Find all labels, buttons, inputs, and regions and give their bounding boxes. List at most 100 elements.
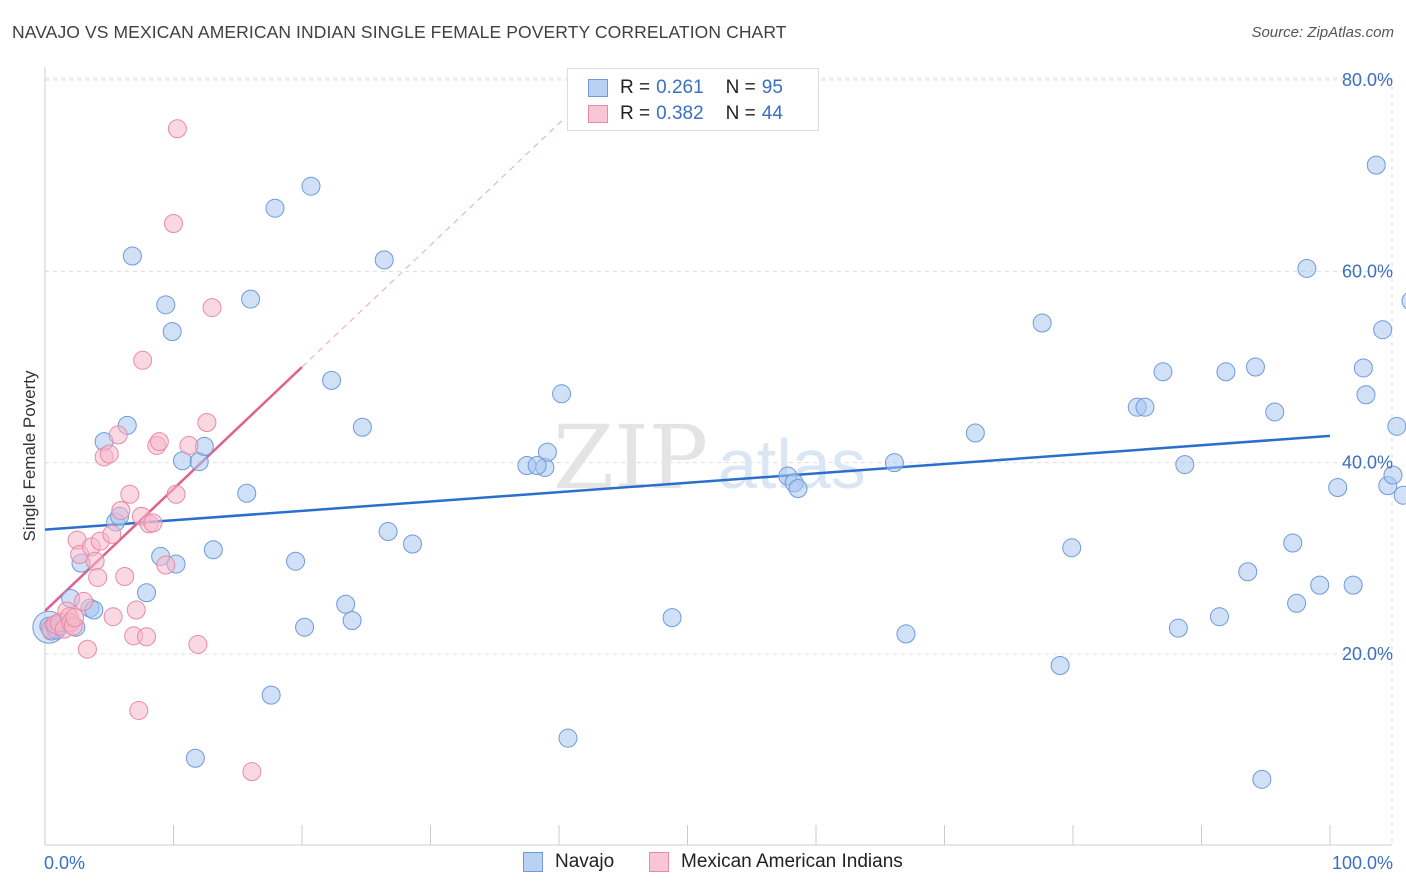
- navajo-point: [156, 295, 176, 315]
- navajo-point: [295, 617, 315, 637]
- navajo-point: [1387, 416, 1406, 436]
- navajo-point: [1373, 320, 1393, 340]
- navajo-point: [1135, 397, 1155, 417]
- navajo-point: [1356, 385, 1376, 405]
- navajo-point: [884, 453, 904, 473]
- navajo-point: [1328, 478, 1348, 498]
- navajo-point: [1310, 575, 1330, 595]
- legend-r-value: 0.382: [656, 103, 704, 124]
- navajo-point: [286, 551, 306, 571]
- mexican-point: [197, 412, 217, 432]
- navajo-point: [265, 198, 285, 218]
- navajo-point: [203, 540, 223, 560]
- navajo-point: [1032, 313, 1052, 333]
- legend-row-mexican: R = 0.382 N = 44: [588, 103, 783, 125]
- mexican-point: [108, 425, 128, 445]
- y-tick-label: 20.0%: [1342, 644, 1393, 664]
- mexican-point: [242, 762, 262, 782]
- mexican-swatch: [649, 852, 669, 872]
- mexican-point: [143, 513, 163, 533]
- legend-row-navajo: R = 0.261 N = 95: [588, 77, 783, 99]
- mexican-point: [179, 435, 199, 455]
- navajo-point: [322, 370, 342, 390]
- tick-labels: 20.0% 40.0% 60.0% 80.0% 0.0% 100.0%: [44, 70, 1393, 873]
- navajo-point: [374, 250, 394, 270]
- mexican-point: [129, 700, 149, 720]
- navajo-point: [336, 594, 356, 614]
- legend-navajo-label: Navajo: [555, 851, 615, 872]
- legend-r-value: 0.261: [656, 77, 704, 98]
- mexican-point: [103, 607, 123, 627]
- navajo-point: [662, 608, 682, 628]
- mexican-point: [120, 484, 140, 504]
- mexican-point: [166, 484, 186, 504]
- mexican-point: [99, 444, 119, 464]
- mexican-points: [40, 119, 262, 782]
- mexican-point: [88, 567, 108, 587]
- navajo-point: [552, 384, 572, 404]
- mexican-point: [77, 639, 97, 659]
- navajo-point: [1393, 485, 1406, 505]
- navajo-points: [32, 155, 1406, 789]
- mexican-point: [202, 298, 222, 318]
- legend-mexican-label: Mexican American Indians: [681, 851, 903, 872]
- legend-n-label: N =: [725, 103, 756, 124]
- legend-item-mexican: Mexican American Indians: [649, 851, 903, 873]
- mexican-point: [115, 567, 135, 587]
- legend-n-value: 95: [761, 77, 783, 98]
- navajo-point: [162, 322, 182, 342]
- navajo-point: [1287, 593, 1307, 613]
- navajo-point: [1401, 292, 1406, 310]
- mexican-point: [156, 555, 176, 575]
- navajo-point: [241, 289, 261, 309]
- navajo-point: [1297, 258, 1317, 278]
- legend-n-label: N =: [725, 77, 756, 98]
- navajo-point: [788, 478, 808, 498]
- mexican-point: [102, 524, 122, 544]
- x-tick-label-min: 0.0%: [44, 853, 85, 873]
- y-tick-label: 40.0%: [1342, 453, 1393, 473]
- navajo-point: [378, 522, 398, 542]
- navajo-point: [137, 583, 157, 603]
- source-label: Source: ZipAtlas.com: [1251, 24, 1394, 41]
- mexican-trend-extension: [301, 116, 566, 368]
- navajo-point: [1252, 769, 1272, 789]
- navajo-point: [1366, 155, 1386, 175]
- navajo-point: [1343, 575, 1363, 595]
- trend-lines: [44, 116, 1331, 612]
- navajo-point: [1245, 357, 1265, 377]
- mexican-point: [111, 501, 131, 520]
- mexican-point: [133, 350, 153, 370]
- navajo-point: [122, 246, 142, 266]
- watermark-zip: ZIP: [553, 406, 708, 509]
- mexican-point: [149, 432, 169, 452]
- navajo-point: [1175, 455, 1195, 475]
- navajo-point: [1383, 465, 1403, 485]
- navajo-trend-line: [44, 434, 1331, 531]
- navajo-point: [301, 176, 321, 196]
- correlation-legend: R = 0.261 N = 95 R = 0.382 N = 44: [567, 68, 819, 131]
- mexican-point: [164, 214, 183, 233]
- mexican-point: [74, 591, 94, 611]
- axes: [44, 67, 1392, 846]
- navajo-point: [1265, 402, 1285, 422]
- navajo-point: [537, 442, 557, 462]
- y-tick-label: 80.0%: [1342, 70, 1393, 90]
- series-legend: Navajo Mexican American Indians: [0, 851, 1406, 877]
- navajo-point: [1209, 607, 1229, 627]
- navajo-point: [527, 456, 547, 476]
- navajo-swatch: [523, 852, 543, 872]
- legend-r-label: R =: [620, 103, 651, 124]
- mexican-point: [167, 119, 187, 139]
- navajo-point: [261, 685, 281, 705]
- navajo-point: [403, 534, 423, 554]
- y-axis-label: Single Female Poverty: [20, 370, 39, 542]
- navajo-point: [896, 624, 916, 644]
- legend-item-navajo: Navajo: [523, 851, 614, 873]
- navajo-swatch: [588, 79, 608, 97]
- navajo-point: [185, 748, 205, 768]
- navajo-point: [237, 483, 257, 503]
- mexican-swatch: [588, 105, 608, 123]
- navajo-point: [1153, 362, 1173, 382]
